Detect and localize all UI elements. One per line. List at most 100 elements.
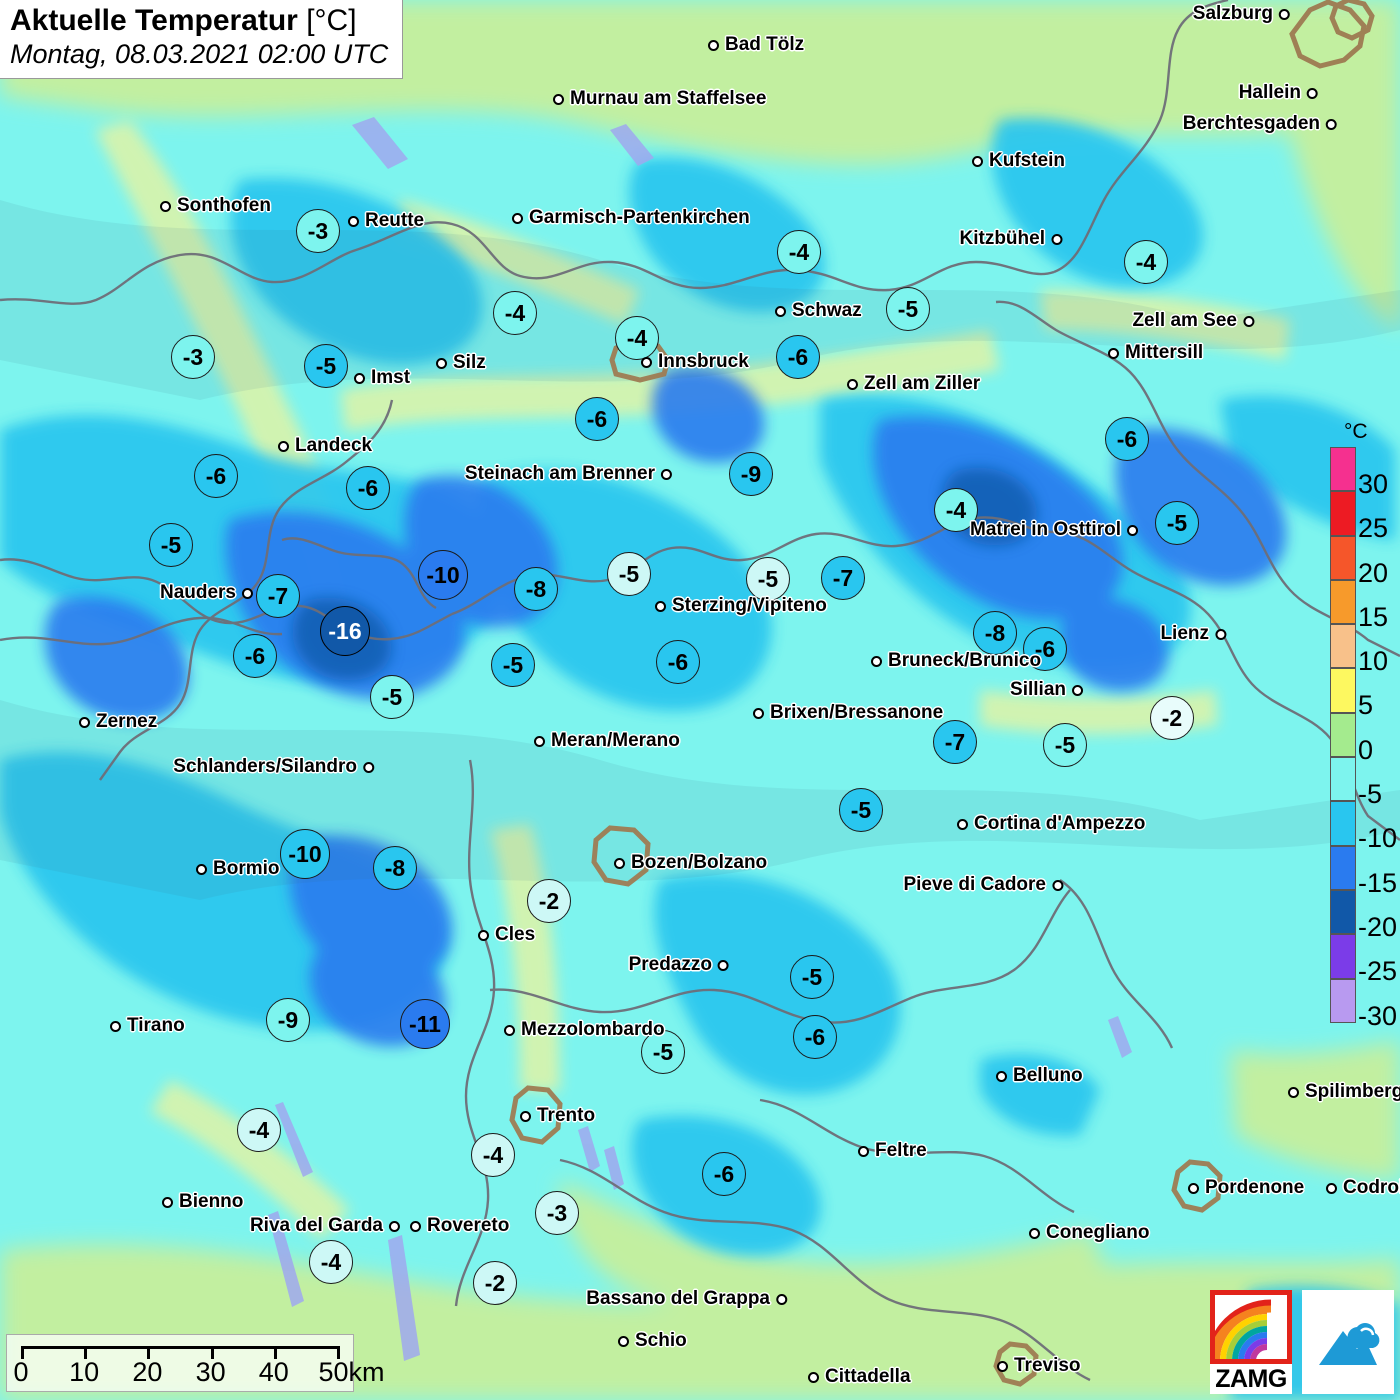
city-marker-icon: [410, 1220, 421, 1232]
city-marker-icon: [1029, 1227, 1040, 1239]
city-marker-icon: [363, 761, 374, 773]
legend-color-swatch: [1330, 624, 1356, 669]
station-temperature-marker[interactable]: -5: [1043, 723, 1087, 767]
station-temperature-marker[interactable]: -9: [729, 452, 773, 496]
city-label: Tirano: [110, 1015, 185, 1037]
station-temperature-marker[interactable]: -8: [514, 567, 558, 611]
scale-bar-line: [21, 1346, 337, 1349]
station-temperature-marker[interactable]: -10: [280, 829, 330, 879]
title-box: Aktuelle Temperatur [°C] Montag, 08.03.2…: [0, 0, 404, 79]
station-temperature-marker[interactable]: -2: [473, 1261, 517, 1305]
station-temperature-marker[interactable]: -3: [171, 335, 215, 379]
station-temperature-marker[interactable]: -6: [346, 466, 390, 510]
city-marker-icon: [1052, 879, 1063, 891]
station-temperature-marker[interactable]: -5: [491, 643, 535, 687]
city-name: Imst: [371, 367, 411, 388]
legend-row: 30: [1320, 447, 1394, 498]
station-temperature-marker[interactable]: -8: [373, 846, 417, 890]
geosphere-logo[interactable]: [1302, 1290, 1394, 1394]
city-name: Berchtesgaden: [1182, 113, 1320, 134]
mountain-cloud-icon: [1319, 1323, 1380, 1365]
station-temperature-marker[interactable]: -5: [839, 788, 883, 832]
title-unit: [°C]: [306, 4, 357, 37]
legend-row: -30: [1320, 978, 1397, 1029]
city-label: Bad Tölz: [708, 34, 804, 56]
city-label: Trento: [520, 1105, 595, 1127]
city-marker-icon: [1127, 524, 1138, 536]
title-main: Aktuelle Temperatur: [10, 4, 298, 37]
station-temperature-marker[interactable]: -9: [266, 998, 310, 1042]
city-label: Cles: [478, 924, 535, 946]
station-temperature-marker[interactable]: -7: [256, 574, 300, 618]
city-name: Pordenone: [1205, 1177, 1305, 1198]
station-temperature-marker[interactable]: -5: [370, 675, 414, 719]
city-name: Kitzbühel: [959, 228, 1046, 249]
city-marker-icon: [1108, 347, 1119, 359]
station-temperature-marker[interactable]: -5: [149, 523, 193, 567]
legend-color-swatch: [1330, 801, 1356, 846]
station-temperature-marker[interactable]: -4: [309, 1240, 353, 1284]
station-temperature-marker[interactable]: -5: [641, 1030, 685, 1074]
station-temperature-marker[interactable]: -2: [1150, 696, 1194, 740]
city-label: Berchtesgaden: [1183, 113, 1337, 135]
city-label: Innsbruck: [641, 351, 749, 373]
logo-group: ZAMG: [1210, 1290, 1394, 1394]
city-name: Bruneck/Brunico: [888, 650, 1042, 671]
city-marker-icon: [957, 818, 968, 830]
city-label: Salzburg: [1193, 3, 1290, 25]
city-label: Kufstein: [972, 150, 1065, 172]
station-temperature-marker[interactable]: -4: [493, 291, 537, 335]
station-temperature-marker[interactable]: -6: [776, 335, 820, 379]
station-temperature-marker[interactable]: -5: [304, 344, 348, 388]
scale-tick-label: 50km: [318, 1357, 385, 1387]
station-temperature-marker[interactable]: -16: [320, 606, 370, 656]
station-temperature-marker[interactable]: -4: [777, 230, 821, 274]
station-temperature-marker[interactable]: -5: [1155, 501, 1199, 545]
station-temperature-marker[interactable]: -5: [790, 955, 834, 999]
city-label: Bozen/Bolzano: [614, 852, 767, 874]
city-marker-icon: [354, 372, 365, 384]
station-temperature-marker[interactable]: -7: [821, 556, 865, 600]
station-temperature-marker[interactable]: -5: [607, 552, 651, 596]
station-temperature-marker[interactable]: -6: [656, 640, 700, 684]
station-temperature-marker[interactable]: -6: [233, 634, 277, 678]
station-temperature-marker[interactable]: -4: [237, 1108, 281, 1152]
legend-color-swatch: [1330, 447, 1356, 492]
scale-tick: [210, 1346, 214, 1359]
city-name: Meran/Merano: [551, 730, 680, 751]
station-temperature-marker[interactable]: -6: [1105, 417, 1149, 461]
city-marker-icon: [478, 929, 489, 941]
station-temperature-marker[interactable]: -7: [933, 720, 977, 764]
city-marker-icon: [972, 155, 983, 167]
station-temperature-marker[interactable]: -3: [535, 1191, 579, 1235]
station-temperature-marker[interactable]: -6: [793, 1015, 837, 1059]
station-temperature-marker[interactable]: -5: [886, 287, 930, 331]
city-label: Sonthofen: [160, 195, 271, 217]
city-marker-icon: [79, 716, 90, 728]
scale-tick: [273, 1346, 277, 1359]
station-temperature-marker[interactable]: -6: [194, 454, 238, 498]
station-temperature-marker[interactable]: -11: [400, 999, 450, 1049]
city-name: Schlanders/Silandro: [173, 756, 357, 777]
city-marker-icon: [389, 1220, 400, 1232]
station-temperature-marker[interactable]: -8: [973, 611, 1017, 655]
city-label: Matrei in Osttirol: [970, 519, 1138, 541]
station-temperature-marker[interactable]: -6: [702, 1152, 746, 1196]
city-marker-icon: [1307, 87, 1318, 99]
scale-tick-label: 10: [69, 1357, 100, 1387]
station-temperature-marker[interactable]: -4: [1124, 240, 1168, 284]
city-label: Spilimbergo: [1288, 1081, 1400, 1103]
legend-value-label: -25: [1358, 956, 1398, 987]
city-marker-icon: [242, 587, 253, 599]
station-temperature-marker[interactable]: -10: [418, 550, 468, 600]
station-temperature-marker[interactable]: -4: [471, 1133, 515, 1177]
city-marker-icon: [1188, 1182, 1199, 1194]
station-temperature-marker[interactable]: -2: [527, 879, 571, 923]
city-name: Sterzing/Vipiteno: [672, 595, 827, 616]
page-title: Aktuelle Temperatur [°C]: [10, 4, 388, 38]
zamg-logo[interactable]: ZAMG: [1210, 1290, 1292, 1394]
city-marker-icon: [655, 600, 666, 612]
station-temperature-marker[interactable]: -6: [575, 397, 619, 441]
station-temperature-marker[interactable]: -3: [296, 209, 340, 253]
city-marker-icon: [858, 1145, 869, 1157]
